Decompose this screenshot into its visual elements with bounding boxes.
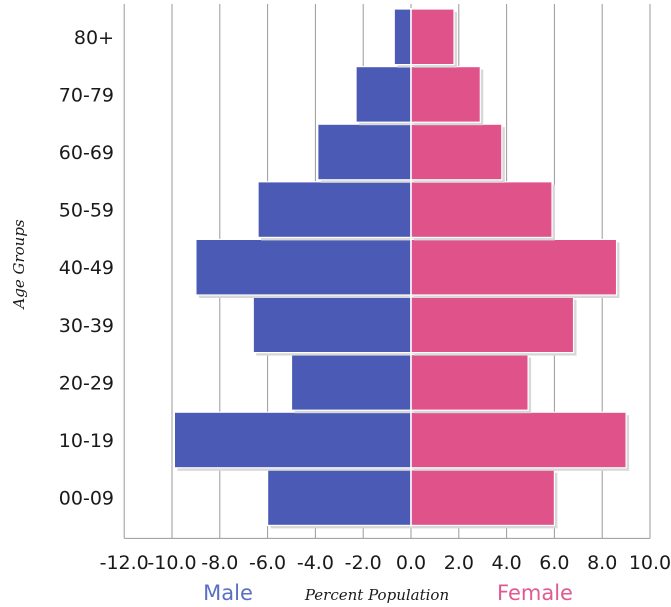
x-tick-label: -2.0 [345,552,382,574]
x-tick-label: -6.0 [249,552,286,574]
x-tick-label: 6.0 [539,552,569,574]
bar-female-70-79 [410,65,481,123]
category-label: 50-59 [59,200,114,222]
bar-male-00-09 [267,469,412,526]
x-tick-label: -4.0 [297,552,334,574]
x-tick-label: -10.0 [147,552,196,574]
x-tick-label: 10.0 [629,552,671,574]
bar-female-00-09 [410,469,555,526]
category-label: 20-29 [59,372,114,394]
category-label: 40-49 [59,257,114,279]
category-label: 60-69 [59,142,114,164]
bar-male-70-79 [355,65,412,123]
x-tick-label: -8.0 [201,552,238,574]
bars [173,8,630,529]
category-label: 30-39 [59,315,114,337]
bar-male-20-29 [290,354,412,411]
bar-female-30-39 [410,296,575,354]
bar-male-80+ [393,8,412,66]
x-tick-label: 4.0 [491,552,521,574]
y-axis-title: Age Groups [10,219,28,311]
bar-female-20-29 [410,354,529,411]
category-label: 70-79 [59,84,114,106]
category-label: 10-19 [59,430,114,452]
bar-male-60-69 [317,123,412,181]
bar-female-50-59 [410,181,553,239]
x-tick-label: 8.0 [587,552,617,574]
x-tick-labels: -12.0-10.0 -8.0 -6.0 -4.0 -2.0 0.0 2.0 4.0 6.0 8.… [100,552,671,574]
bar-female-10-19 [410,411,627,469]
bar-male-40-49 [195,238,412,296]
category-label: 00-09 [59,488,114,510]
bar-male-30-39 [252,296,412,354]
x-tick-label: -12.0 [100,552,149,574]
category-label: 80+ [74,27,114,49]
legend-female: Female [497,581,573,605]
bar-female-60-69 [410,123,503,181]
category-labels: 00-09 10-19 20-29 30-39 40-49 50-59 60-69 70-79… [59,27,114,510]
bar-male-50-59 [257,181,412,239]
bar-female-80+ [410,8,455,66]
x-tick-label: 0.0 [396,552,426,574]
legend-male: Male [203,581,253,605]
bar-male-10-19 [173,411,412,469]
x-tick-label: 2.0 [444,552,474,574]
x-axis-title: Percent Population [304,586,449,604]
bar-female-40-49 [410,238,618,296]
